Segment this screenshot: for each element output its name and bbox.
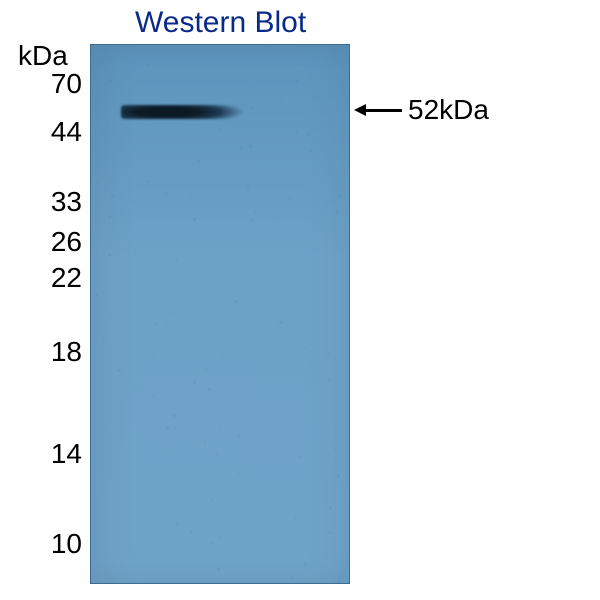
membrane-noise-dot bbox=[321, 462, 322, 463]
membrane-noise-dot bbox=[175, 530, 176, 531]
membrane-noise-dot bbox=[290, 575, 292, 577]
membrane-noise-dot bbox=[135, 390, 137, 392]
membrane-noise-dot bbox=[210, 542, 213, 545]
mw-label-18: 18 bbox=[0, 336, 82, 368]
membrane-noise-dot bbox=[237, 434, 240, 437]
membrane-noise-dot bbox=[208, 388, 211, 391]
membrane-noise-dot bbox=[110, 79, 112, 81]
membrane-noise-dot bbox=[147, 64, 149, 66]
membrane-noise-dot bbox=[299, 456, 301, 458]
membrane-noise-dot bbox=[319, 146, 320, 147]
membrane-noise-dot bbox=[329, 506, 332, 509]
membrane-noise-dot bbox=[165, 192, 167, 194]
membrane-noise-dot bbox=[168, 447, 169, 448]
membrane-noise-dot bbox=[216, 453, 218, 455]
membrane-noise-dot bbox=[348, 337, 350, 340]
membrane-noise-dot bbox=[238, 473, 240, 475]
membrane-noise-dot bbox=[193, 381, 196, 384]
membrane-noise-dot bbox=[96, 293, 99, 296]
mw-label-10: 10 bbox=[0, 528, 82, 560]
membrane-noise-dot bbox=[314, 130, 316, 132]
membrane-noise-dot bbox=[249, 145, 252, 148]
membrane-noise-dot bbox=[328, 455, 329, 456]
membrane-noise-dot bbox=[138, 118, 141, 121]
membrane-noise-dot bbox=[197, 160, 200, 163]
membrane-noise-dot bbox=[96, 66, 98, 68]
membrane-noise-dot bbox=[108, 254, 110, 256]
mw-label-22: 22 bbox=[0, 262, 82, 294]
membrane-noise-dot bbox=[261, 550, 263, 552]
membrane-noise-dot bbox=[174, 427, 176, 429]
mw-label-70: 70 bbox=[0, 68, 82, 100]
membrane-noise-dot bbox=[105, 425, 107, 427]
membrane-noise-dot bbox=[221, 356, 223, 358]
membrane-noise-dot bbox=[337, 475, 340, 478]
blot-background bbox=[91, 45, 349, 583]
membrane-noise-dot bbox=[127, 511, 128, 512]
membrane-noise-dot bbox=[328, 430, 330, 432]
membrane-noise-dot bbox=[346, 145, 347, 146]
arrow-head-icon bbox=[354, 104, 366, 116]
membrane-noise-dot bbox=[219, 536, 221, 538]
membrane-noise-dot bbox=[118, 369, 121, 372]
figure-title: Western Blot bbox=[135, 6, 306, 40]
membrane-noise-dot bbox=[205, 368, 207, 370]
figure-container: Western Blot kDa 52kDa 7044332622181410 bbox=[0, 0, 600, 600]
membrane-noise-dot bbox=[295, 79, 298, 82]
membrane-noise-dot bbox=[165, 273, 168, 276]
membrane-noise-dot bbox=[247, 185, 249, 187]
membrane-noise-dot bbox=[165, 324, 167, 326]
membrane-noise-dot bbox=[189, 194, 191, 196]
membrane-noise-dot bbox=[190, 133, 191, 134]
membrane-noise-dot bbox=[165, 544, 166, 545]
band-size-label: 52kDa bbox=[408, 94, 489, 126]
membrane-noise-dot bbox=[304, 196, 305, 197]
membrane-noise-dot bbox=[117, 300, 118, 301]
membrane-noise-dot bbox=[328, 378, 330, 380]
membrane-noise-dot bbox=[250, 219, 253, 222]
mw-label-14: 14 bbox=[0, 438, 82, 470]
membrane-noise-dot bbox=[337, 581, 339, 583]
membrane-noise-dot bbox=[281, 98, 283, 100]
band-pointer-arrow bbox=[354, 104, 402, 116]
arrow-shaft bbox=[366, 109, 402, 112]
membrane-noise-dot bbox=[279, 321, 282, 324]
membrane-noise-dot bbox=[177, 192, 179, 194]
membrane-noise-dot bbox=[294, 517, 296, 519]
membrane-noise-dot bbox=[204, 441, 207, 444]
protein-band-52kda bbox=[121, 105, 251, 119]
membrane-noise-dot bbox=[234, 300, 237, 303]
membrane-noise-dot bbox=[251, 107, 254, 110]
mw-label-33: 33 bbox=[0, 186, 82, 218]
membrane-noise-dot bbox=[309, 149, 312, 152]
membrane-noise-dot bbox=[204, 172, 205, 173]
membrane-noise-dot bbox=[166, 426, 169, 429]
mw-label-26: 26 bbox=[0, 226, 82, 258]
mw-label-44: 44 bbox=[0, 116, 82, 148]
membrane-noise-dot bbox=[217, 568, 219, 570]
membrane-noise-dot bbox=[327, 302, 328, 303]
blot-membrane bbox=[90, 44, 350, 584]
membrane-noise-dot bbox=[104, 168, 105, 169]
membrane-noise-dot bbox=[108, 216, 111, 219]
membrane-noise-dot bbox=[304, 563, 307, 566]
membrane-noise-dot bbox=[240, 147, 242, 149]
